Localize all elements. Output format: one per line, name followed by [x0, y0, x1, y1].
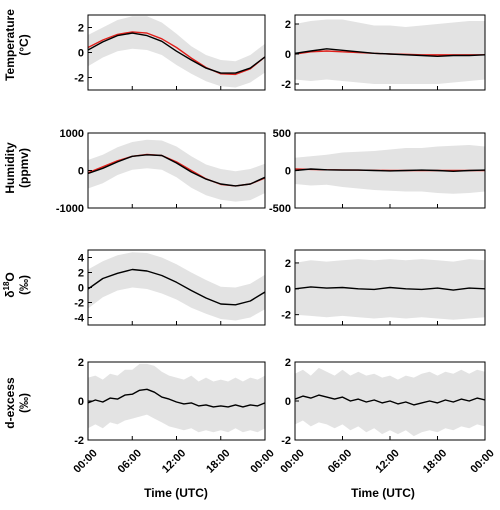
ylabel-d18o-o: O — [3, 272, 17, 281]
observed-line — [88, 32, 265, 74]
panel-hum-right: -500 0 500 — [269, 128, 486, 215]
ytick-label: 2 — [285, 357, 291, 369]
ytick-label: -4 — [74, 313, 85, 325]
ytick-label: -2 — [74, 435, 84, 447]
ylabel-temperature: Temperature (°C) — [3, 9, 31, 81]
ytick-label: 4 — [78, 253, 85, 265]
ytick-label: 0 — [285, 396, 291, 408]
ylabel-humidity-line1: Humidity — [3, 142, 17, 194]
ylabel-d18o-line2: (‰) — [17, 275, 31, 295]
xtick-label: 00:00 — [278, 447, 306, 475]
uncertainty-band — [295, 367, 485, 437]
ylabel-d18o: δ18O (‰) — [2, 272, 31, 298]
plot-area — [88, 16, 265, 88]
ylabel-dexcess-line1: d-excess — [3, 377, 17, 429]
uncertainty-band — [295, 259, 485, 320]
plot-area — [88, 139, 265, 202]
observed-line — [88, 388, 265, 408]
xtick-label: 12:00 — [160, 447, 188, 475]
panel-dex-left: -2 0 2 00:00 06:00 12:00 18:00 00:00 — [71, 357, 276, 476]
ytick-label: 0 — [285, 49, 291, 61]
ytick-label: 0 — [78, 283, 84, 295]
ytick-label: 1000 — [60, 128, 84, 140]
xlabel-left: Time (UTC) — [144, 486, 208, 500]
ytick-label: 0 — [78, 166, 84, 178]
xtick-label: 06:00 — [326, 447, 354, 475]
ytick-label: 0 — [78, 48, 84, 60]
ytick-label: 0 — [78, 396, 84, 408]
ytick-label: 2 — [285, 19, 291, 31]
observed-line — [295, 286, 485, 291]
ytick-label: -2 — [281, 79, 291, 91]
plot-area — [295, 367, 485, 437]
uncertainty-band — [295, 19, 485, 84]
xtick-label: 00:00 — [71, 447, 99, 475]
ytick-label: -500 — [269, 203, 291, 215]
ytick-label: 2 — [78, 23, 84, 35]
observed-line — [88, 154, 265, 187]
xtick-label: 00:00 — [468, 447, 496, 475]
ytick-label: 500 — [273, 128, 291, 140]
ytick-label: -2 — [74, 298, 84, 310]
plot-area — [295, 19, 485, 84]
panel-d18o-right: -2 0 2 — [281, 249, 486, 326]
observed-line — [295, 168, 485, 172]
plot-area — [88, 252, 265, 321]
ytick-label: -2 — [74, 73, 84, 85]
ytick-label: -1000 — [56, 203, 84, 215]
xtick-label: 06:00 — [116, 447, 144, 475]
ylabel-d18o-delta: δ — [3, 290, 17, 297]
uncertainty-band — [88, 139, 265, 202]
ylabel-humidity-line2: (ppmv) — [17, 148, 31, 188]
ytick-label: 0 — [285, 284, 291, 296]
panel-d18o-left: -4 -2 0 2 4 — [74, 249, 266, 326]
ytick-label: 2 — [78, 357, 84, 369]
ylabel-temperature-line2: (°C) — [17, 34, 31, 55]
ylabel-dexcess-line2: (‰) — [17, 393, 31, 413]
ylabel-d18o-sup: 18 — [2, 281, 11, 290]
ylabel-d18o-line1: δ18O — [2, 272, 17, 298]
ytick-label: -2 — [281, 310, 291, 322]
xtick-label: 00:00 — [248, 447, 276, 475]
plot-area — [295, 259, 485, 320]
observed-line — [295, 48, 485, 57]
observed-line — [295, 394, 485, 406]
plot-area — [88, 363, 265, 433]
uncertainty-band — [295, 145, 485, 194]
xtick-label: 18:00 — [204, 447, 232, 475]
ytick-label: 2 — [285, 258, 291, 270]
panel-dex-right: -2 0 2 00:00 06:00 12:00 18:00 00:00 — [278, 357, 496, 476]
observed-line — [88, 268, 265, 306]
ytick-label: 0 — [285, 166, 291, 178]
xtick-label: 18:00 — [421, 447, 449, 475]
uncertainty-band — [88, 252, 265, 321]
ylabel-humidity: Humidity (ppmv) — [3, 142, 31, 194]
panel-temp-right: -2 0 2 — [281, 14, 486, 91]
panel-temp-left: -2 0 2 — [74, 14, 266, 91]
model-line — [88, 31, 265, 76]
ylabel-temperature-line1: Temperature — [3, 9, 17, 81]
ytick-label: -2 — [281, 435, 291, 447]
ytick-label: 2 — [78, 268, 84, 280]
uncertainty-band — [88, 363, 265, 433]
panel-hum-left: -1000 0 1000 — [56, 128, 266, 215]
xtick-label: 12:00 — [373, 447, 401, 475]
ylabel-dexcess: d-excess (‰) — [3, 377, 31, 429]
panels: -202-202-100001000-5000500-4-2024-202-20… — [56, 14, 497, 476]
plot-area — [295, 145, 485, 194]
xlabel-right: Time (UTC) — [351, 486, 415, 500]
